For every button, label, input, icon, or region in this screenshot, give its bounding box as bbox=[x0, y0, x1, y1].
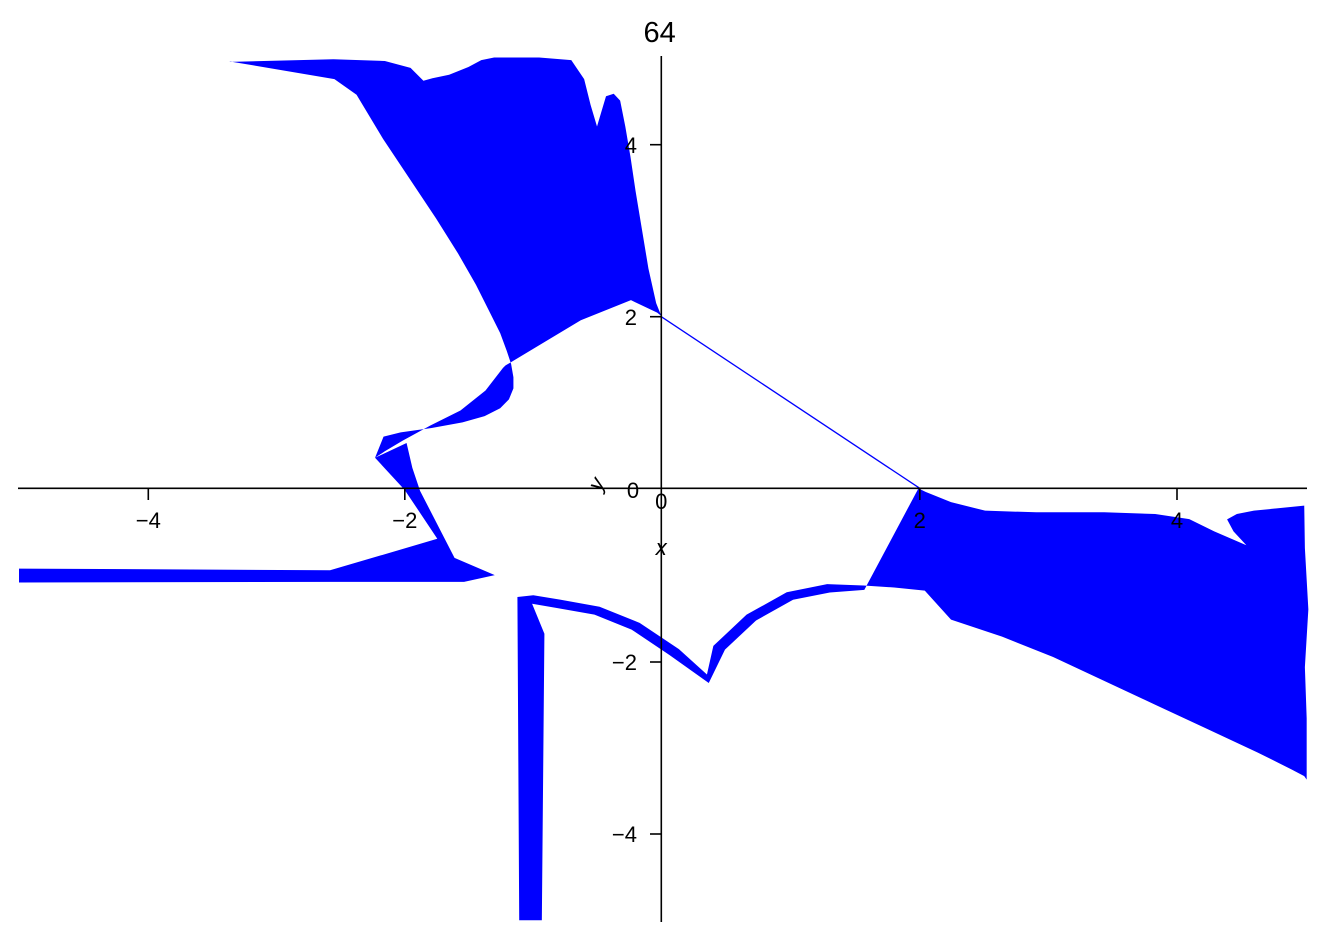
svg-text:2: 2 bbox=[625, 305, 637, 330]
svg-text:−2: −2 bbox=[612, 650, 637, 675]
svg-text:x: x bbox=[655, 535, 668, 560]
svg-text:0: 0 bbox=[627, 478, 639, 503]
svg-text:4: 4 bbox=[625, 133, 637, 158]
svg-text:64: 64 bbox=[644, 17, 676, 49]
svg-text:−2: −2 bbox=[392, 508, 417, 533]
svg-text:0: 0 bbox=[655, 489, 667, 514]
svg-text:−4: −4 bbox=[136, 508, 161, 533]
svg-text:4: 4 bbox=[1171, 508, 1183, 533]
svg-text:−4: −4 bbox=[612, 822, 637, 847]
svg-text:2: 2 bbox=[914, 508, 926, 533]
